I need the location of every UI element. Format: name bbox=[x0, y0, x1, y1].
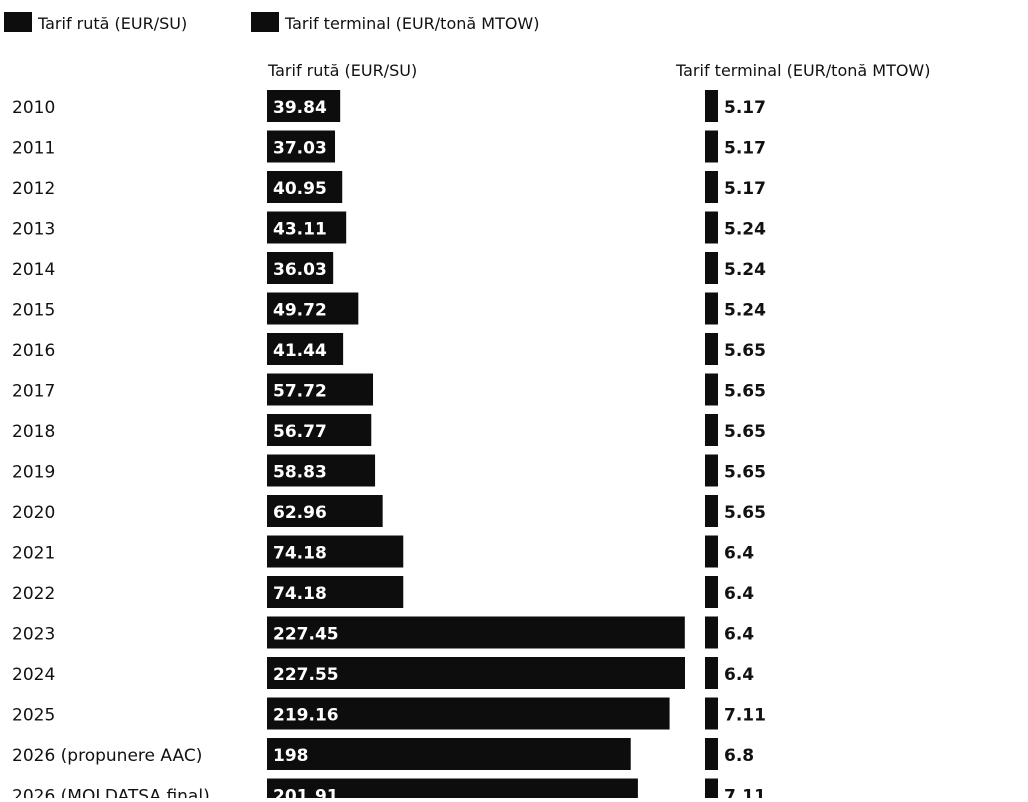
category-label: 2025 bbox=[12, 706, 55, 726]
terminal-bar bbox=[705, 252, 718, 284]
terminal-value-label: 5.65 bbox=[724, 422, 766, 442]
terminal-value-label: 6.8 bbox=[724, 746, 754, 766]
route-value-label: 74.18 bbox=[273, 544, 327, 564]
route-bar bbox=[267, 657, 685, 689]
panel-title-terminal: Tarif terminal (EUR/tonă MTOW) bbox=[675, 61, 931, 80]
route-bar bbox=[267, 697, 670, 730]
route-value-label: 219.16 bbox=[273, 706, 339, 726]
terminal-bar bbox=[705, 616, 718, 649]
terminal-value-label: 5.65 bbox=[724, 463, 766, 483]
category-label: 2022 bbox=[12, 584, 55, 604]
route-value-label: 74.18 bbox=[273, 584, 327, 604]
route-value-label: 201.91 bbox=[273, 787, 339, 799]
route-value-label: 56.77 bbox=[273, 422, 327, 442]
category-label: 2023 bbox=[12, 625, 55, 645]
route-value-label: 41.44 bbox=[273, 341, 327, 361]
terminal-bar bbox=[705, 130, 718, 163]
legend-swatch-terminal bbox=[251, 12, 279, 32]
terminal-bar bbox=[705, 738, 718, 770]
route-bar bbox=[267, 292, 359, 325]
route-value-label: 36.03 bbox=[273, 260, 327, 280]
category-label: 2026 (propunere AAC) bbox=[12, 746, 202, 766]
route-bar bbox=[267, 738, 631, 770]
terminal-value-label: 5.17 bbox=[724, 98, 766, 118]
category-label: 2013 bbox=[12, 220, 55, 240]
terminal-value-label: 6.4 bbox=[724, 665, 754, 685]
terminal-bar bbox=[705, 778, 718, 802]
terminal-value-label: 6.4 bbox=[724, 584, 754, 604]
terminal-bar bbox=[705, 535, 718, 568]
route-bar bbox=[267, 535, 404, 568]
terminal-value-label: 5.17 bbox=[724, 179, 766, 199]
category-label: 2011 bbox=[12, 139, 55, 159]
category-label: 2019 bbox=[12, 463, 55, 483]
terminal-value-label: 6.4 bbox=[724, 625, 754, 645]
route-bar bbox=[267, 130, 336, 163]
terminal-value-label: 5.65 bbox=[724, 382, 766, 402]
terminal-value-label: 5.24 bbox=[724, 260, 766, 280]
category-label: 2021 bbox=[12, 544, 55, 564]
category-label: 2010 bbox=[12, 98, 55, 118]
terminal-bar bbox=[705, 333, 718, 365]
legend-label-route: Tarif rută (EUR/SU) bbox=[37, 14, 187, 33]
terminal-value-label: 7.11 bbox=[724, 787, 766, 799]
terminal-value-label: 5.65 bbox=[724, 503, 766, 523]
category-label: 2024 bbox=[12, 665, 55, 685]
terminal-bar bbox=[705, 495, 718, 527]
terminal-value-label: 5.24 bbox=[724, 220, 766, 240]
route-bar bbox=[267, 333, 344, 365]
category-label: 2018 bbox=[12, 422, 55, 442]
panel-title-route: Tarif rută (EUR/SU) bbox=[267, 61, 417, 80]
route-value-label: 62.96 bbox=[273, 503, 327, 523]
category-label: 2014 bbox=[12, 260, 55, 280]
terminal-bar bbox=[705, 171, 718, 203]
route-bar bbox=[267, 616, 685, 649]
category-label: 2020 bbox=[12, 503, 55, 523]
route-value-label: 227.45 bbox=[273, 625, 339, 645]
route-value-label: 58.83 bbox=[273, 463, 327, 483]
route-bar bbox=[267, 171, 343, 203]
terminal-bar bbox=[705, 90, 718, 122]
route-bar bbox=[267, 414, 372, 446]
route-value-label: 40.95 bbox=[273, 179, 327, 199]
legend-swatch-route bbox=[4, 12, 32, 32]
terminal-value-label: 5.17 bbox=[724, 139, 766, 159]
route-bar bbox=[267, 90, 341, 122]
terminal-bar bbox=[705, 697, 718, 730]
terminal-bar bbox=[705, 576, 718, 608]
terminal-value-label: 6.4 bbox=[724, 544, 754, 564]
terminal-bar bbox=[705, 292, 718, 325]
route-value-label: 227.55 bbox=[273, 665, 339, 685]
route-value-label: 39.84 bbox=[273, 98, 327, 118]
route-bar bbox=[267, 373, 374, 406]
route-bar bbox=[267, 454, 376, 487]
route-value-label: 57.72 bbox=[273, 382, 327, 402]
route-value-label: 49.72 bbox=[273, 301, 327, 321]
terminal-bar bbox=[705, 373, 718, 406]
terminal-bar bbox=[705, 454, 718, 487]
category-label: 2015 bbox=[12, 301, 55, 321]
terminal-value-label: 5.24 bbox=[724, 301, 766, 321]
legend-label-terminal: Tarif terminal (EUR/tonă MTOW) bbox=[284, 14, 540, 33]
route-bar bbox=[267, 778, 638, 802]
route-value-label: 37.03 bbox=[273, 139, 327, 159]
terminal-bar bbox=[705, 657, 718, 689]
route-bar bbox=[267, 576, 404, 608]
route-bar bbox=[267, 211, 347, 244]
route-bar bbox=[267, 252, 334, 284]
route-value-label: 43.11 bbox=[273, 220, 327, 240]
category-label: 2026 (MOLDATSA final) bbox=[12, 787, 210, 799]
category-label: 2012 bbox=[12, 179, 55, 199]
terminal-bar bbox=[705, 414, 718, 446]
terminal-value-label: 5.65 bbox=[724, 341, 766, 361]
route-value-label: 198 bbox=[273, 746, 309, 766]
terminal-bar bbox=[705, 211, 718, 244]
category-label: 2016 bbox=[12, 341, 55, 361]
category-label: 2017 bbox=[12, 382, 55, 402]
terminal-value-label: 7.11 bbox=[724, 706, 766, 726]
route-bar bbox=[267, 495, 383, 527]
